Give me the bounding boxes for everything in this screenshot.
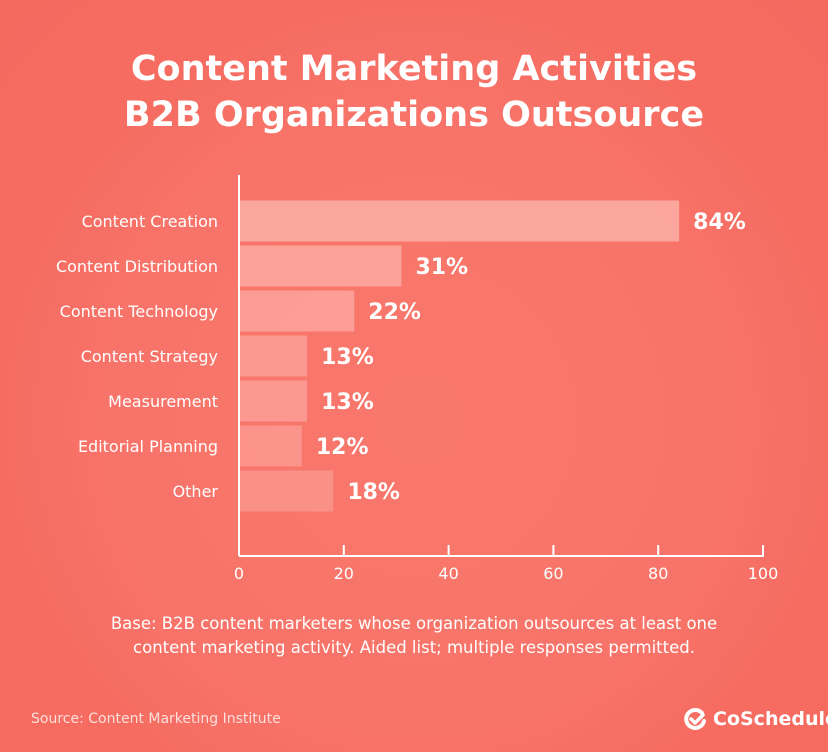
x-tick-label: 20 (334, 564, 354, 583)
note-line-1: Base: B2B content marketers whose organi… (110, 614, 718, 633)
category-label: Content Strategy (81, 347, 218, 366)
data-label: 13% (321, 390, 374, 415)
category-label: Measurement (108, 392, 218, 411)
x-tick-label: 100 (748, 564, 779, 583)
bar (239, 245, 402, 287)
category-label: Editorial Planning (78, 437, 218, 456)
bar (239, 200, 680, 242)
category-label: Content Distribution (56, 257, 218, 276)
data-label: 84% (693, 210, 746, 235)
x-tick-label: 80 (648, 564, 668, 583)
x-tick-label: 60 (543, 564, 563, 583)
data-label: 22% (368, 300, 421, 325)
bar (239, 470, 334, 512)
bar-chart: Content Creation 84% Content Distribution 3… (56, 200, 779, 583)
x-tick-label: 40 (438, 564, 458, 583)
brand-name: CoSchedule (713, 708, 828, 730)
checkmark-logo-icon (684, 707, 706, 730)
category-label: Content Technology (60, 302, 218, 321)
category-label: Content Creation (82, 212, 218, 231)
data-label: 12% (316, 435, 369, 460)
data-label: 18% (347, 480, 400, 505)
title-line-1: Content Marketing Activities (130, 49, 698, 89)
note-line-2: content marketing activity. Aided list; … (133, 638, 695, 657)
chart-title: Content Marketing Activities B2B Organiz… (0, 46, 828, 138)
data-label: 31% (415, 255, 468, 280)
bar (239, 380, 308, 422)
base-note: Base: B2B content marketers whose organi… (0, 612, 828, 660)
coschedule-logo: CoSchedule (683, 707, 828, 731)
source-text: Source: Content Marketing Institute (31, 711, 281, 727)
x-tick-label: 0 (234, 564, 244, 583)
title-line-2: B2B Organizations Outsource (123, 95, 705, 135)
data-label: 13% (321, 345, 374, 370)
category-label: Other (173, 482, 219, 501)
bar (239, 290, 355, 332)
bar (239, 425, 302, 467)
bar (239, 335, 308, 377)
